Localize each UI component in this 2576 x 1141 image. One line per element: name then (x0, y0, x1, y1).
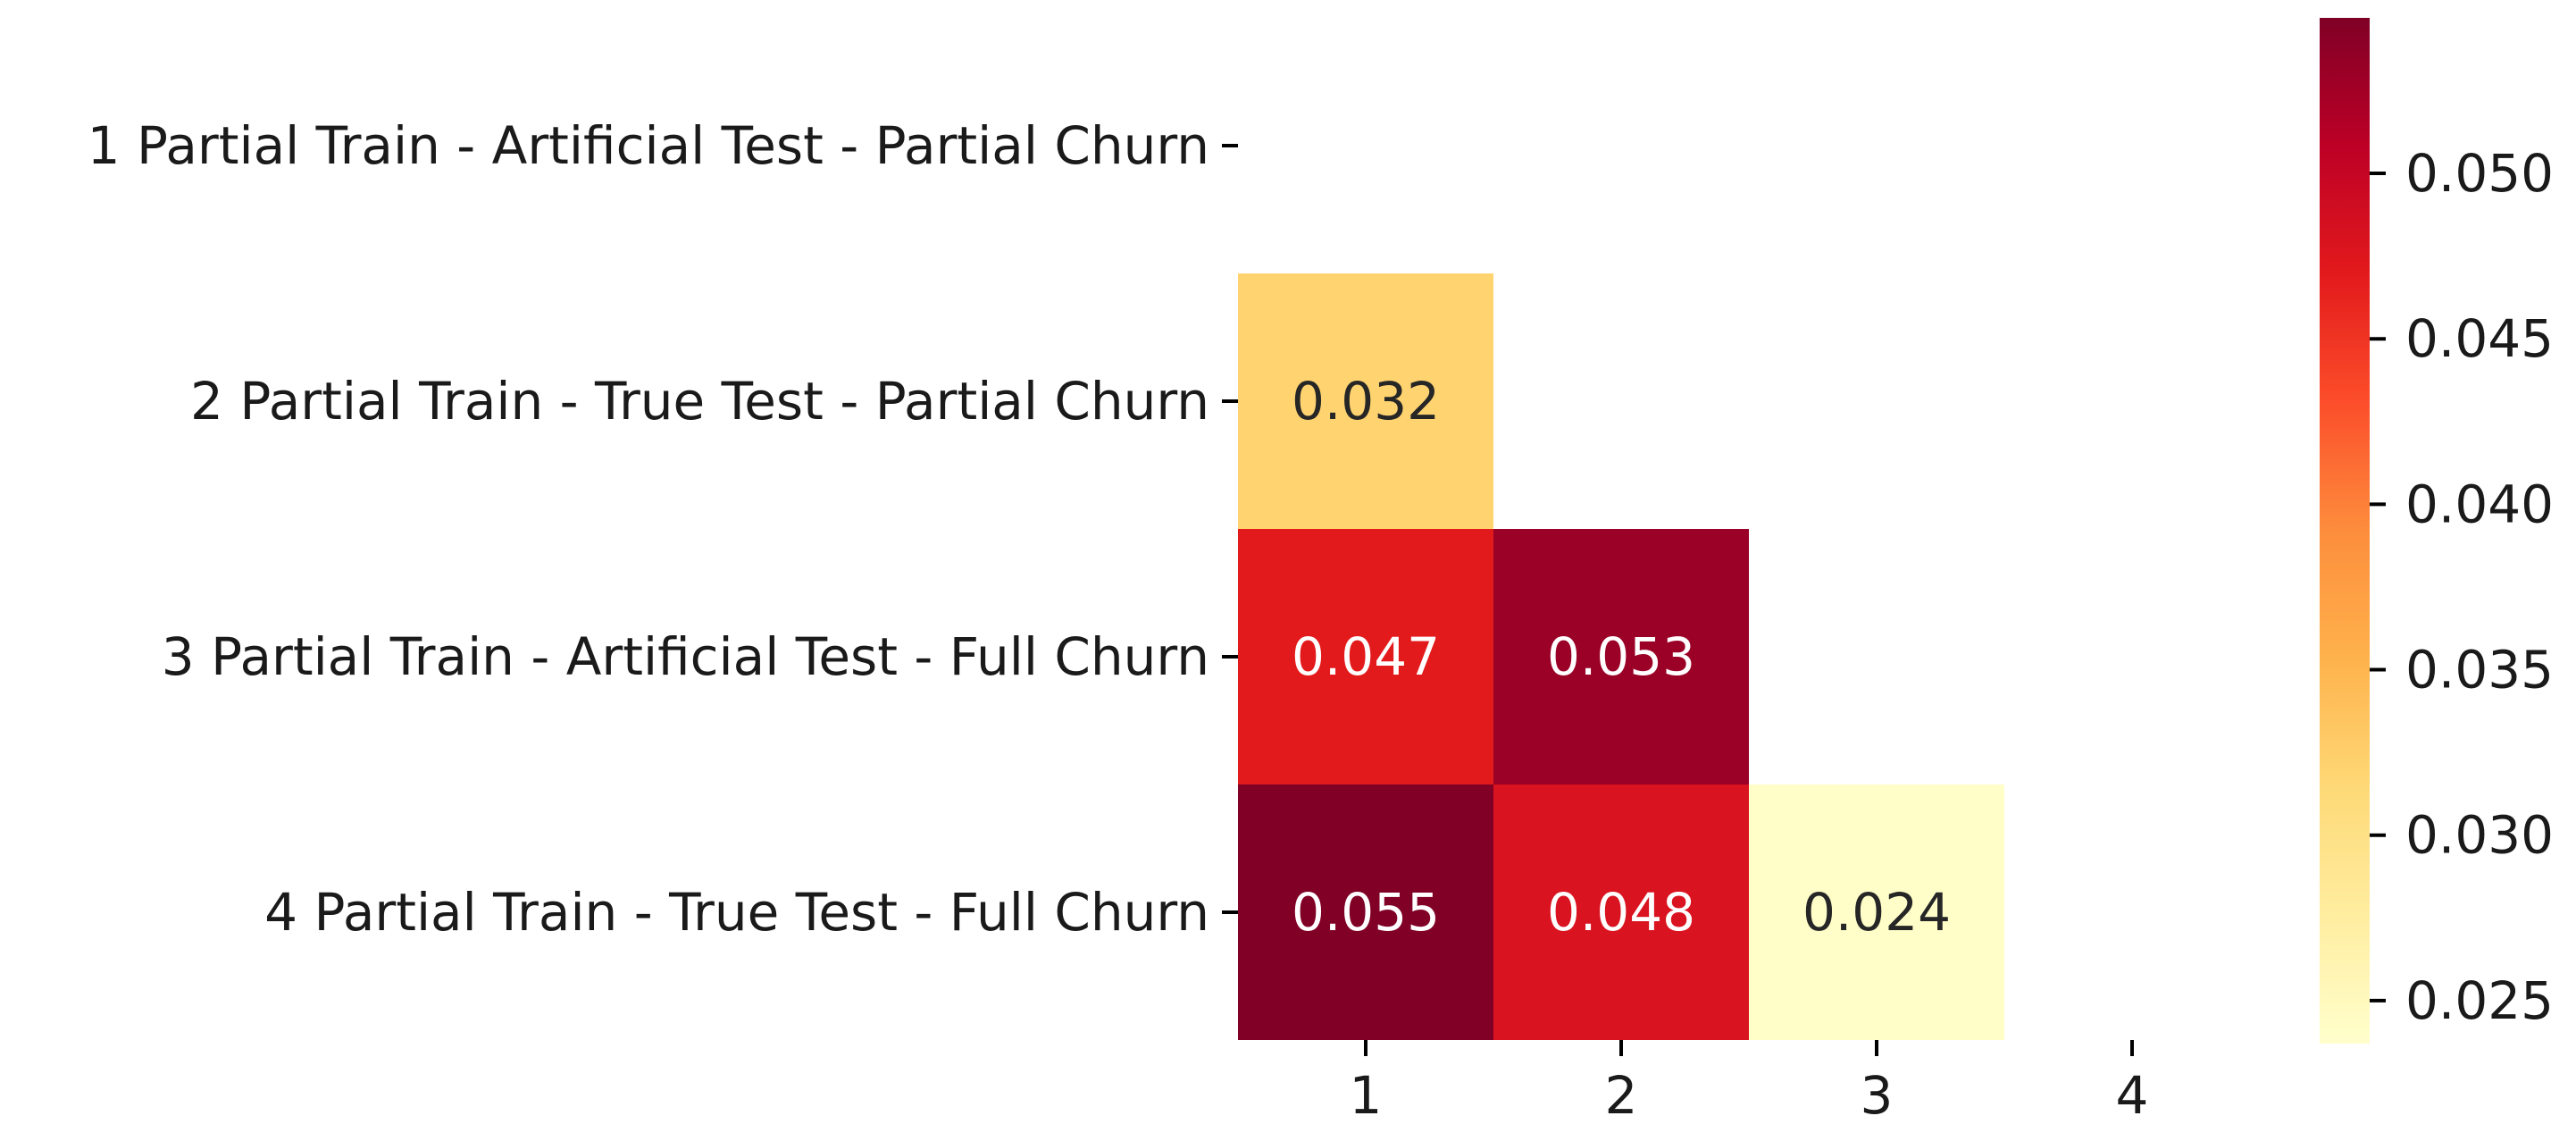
colorbar-gradient (2320, 18, 2370, 1044)
cell-value-label: 0.024 (1802, 882, 1951, 943)
heatmap-cell (1493, 529, 1749, 784)
row-label: 1 Partial Train - Artificial Test - Part… (88, 115, 1209, 176)
column-label: 4 (2116, 1065, 2149, 1126)
heatmap-cell (1238, 529, 1493, 784)
colorbar-tick-label: 0.050 (2405, 143, 2554, 204)
row-label: 3 Partial Train - Artificial Test - Full… (162, 626, 1209, 687)
column-labels: 1 2 3 4 (1350, 1040, 2149, 1126)
cell-value-label: 0.053 (1547, 626, 1695, 687)
row-label: 4 Partial Train - True Test - Full Churn (264, 882, 1209, 943)
colorbar-tick-label: 0.030 (2405, 805, 2554, 866)
column-label: 2 (1605, 1065, 1638, 1126)
cell-value-label: 0.032 (1292, 371, 1440, 432)
cell-value-label: 0.047 (1292, 626, 1440, 687)
row-labels: 1 Partial Train - Artificial Test - Part… (88, 115, 1238, 943)
cell-value-label: 0.055 (1292, 882, 1440, 943)
colorbar-tick-label: 0.035 (2405, 640, 2554, 701)
colorbar-tick-label: 0.040 (2405, 474, 2554, 534)
heatmap-cell (1238, 273, 1493, 529)
colorbar-tick-label: 0.025 (2405, 970, 2554, 1031)
colorbar-tick-label: 0.045 (2405, 308, 2554, 369)
colorbar: 0.025 0.030 0.035 0.040 0.045 0.050 (2320, 18, 2554, 1044)
cell-value-label: 0.048 (1547, 882, 1695, 943)
column-label: 1 (1350, 1065, 1383, 1126)
heatmap-cells: 0.032 0.047 0.053 0.055 0.048 0.024 (1238, 273, 2004, 1040)
heatmap-cell (1238, 784, 1493, 1040)
column-label: 3 (1861, 1065, 1894, 1126)
row-label: 2 Partial Train - True Test - Partial Ch… (190, 371, 1209, 432)
heatmap-cell (1749, 784, 2004, 1040)
heatmap-cell (1493, 784, 1749, 1040)
